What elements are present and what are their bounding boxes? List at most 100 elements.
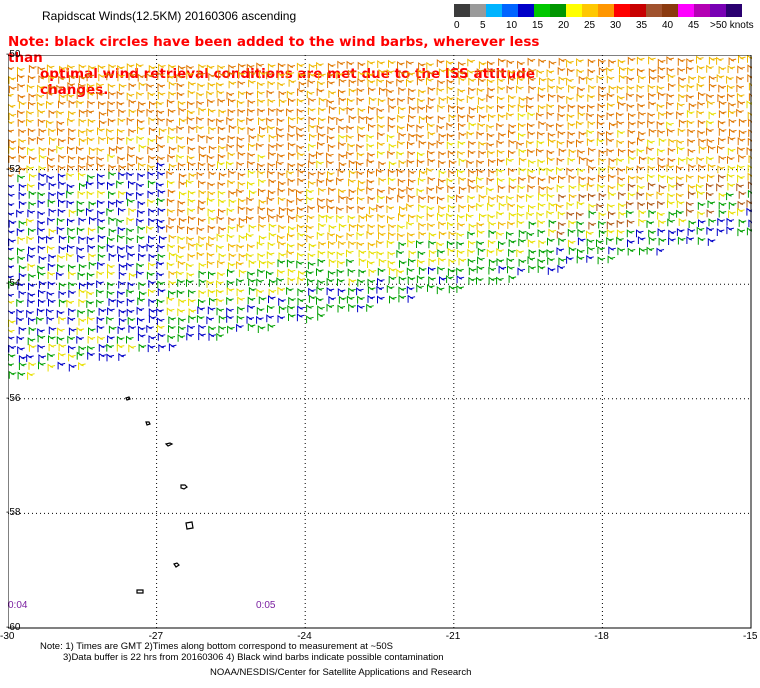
wind-barb [138,252,146,261]
wind-barb [367,278,376,287]
wind-barb [29,173,37,182]
wind-barb [148,116,157,125]
wind-barb [276,277,285,286]
wind-barb [737,65,745,74]
wind-barb [267,207,275,216]
wind-barb [686,65,694,74]
wind-barb [38,128,47,137]
wind-barb [336,117,344,125]
wind-barb [346,249,354,258]
wind-barb [366,303,374,312]
wind-barb [608,191,617,200]
wind-barb [586,129,595,138]
wind-barb [37,219,46,228]
wind-barb [598,192,607,201]
wind-barb [87,308,96,317]
wind-barb [596,75,605,84]
wind-barb [316,61,324,70]
wind-barb [697,201,706,210]
wind-barb [347,142,356,151]
wind-barb [278,224,286,233]
wind-barb [38,280,47,289]
wind-barb [436,286,445,295]
map-title: Rapidscat Winds(12.5KM) 20160306 ascendi… [42,9,297,23]
wind-barb [638,111,646,120]
x-tick-label: -30 [0,631,15,642]
wind-barb [186,116,195,125]
wind-barb [356,231,365,240]
wind-barb [367,294,376,303]
wind-barb [268,151,276,160]
wind-barb [368,268,377,277]
wind-barb [168,234,177,243]
wind-barb [326,135,335,143]
wind-barb [557,130,566,139]
wind-barb [326,277,335,286]
wind-barb [107,181,115,190]
wind-barb [598,85,606,94]
wind-barb [737,146,745,155]
island [185,521,194,530]
wind-barb [327,62,336,71]
wind-barb [8,173,14,178]
wind-barb [508,103,516,112]
wind-barb [357,304,365,313]
wind-barb [687,128,696,137]
wind-barb [128,82,137,91]
note-line-1: Note: black circles have been added to t… [8,34,540,66]
wind-barb [257,206,266,215]
wind-barb [338,78,347,87]
wind-barb [306,188,314,197]
wind-barb [518,176,526,185]
wind-barb [157,117,166,126]
wind-barb [277,171,286,180]
wind-barb [688,75,697,84]
wind-barb [668,237,676,245]
wind-barb [476,87,485,96]
wind-barb [626,219,635,228]
wind-barb [327,232,336,240]
wind-barb [106,207,115,216]
wind-barb [388,104,397,113]
wind-barb [356,97,365,106]
wind-barb [358,268,367,277]
wind-barb [607,184,616,193]
wind-barb [567,131,576,140]
wind-barb [107,108,115,117]
wind-barb [318,222,326,231]
wind-barb [566,139,575,148]
wind-barb [737,228,746,237]
wind-barb [138,81,147,90]
wind-barb [556,140,565,149]
wind-barb [306,196,314,205]
wind-barb [588,221,597,230]
wind-barb [566,59,574,68]
legend-swatch [566,4,582,17]
wind-barb [188,242,196,251]
wind-barb [206,154,215,163]
wind-barb [527,111,536,120]
wind-barb [567,121,576,130]
wind-barb [147,137,156,146]
wind-barb [237,205,246,214]
wind-barb [28,190,37,199]
wind-barb [496,149,505,158]
wind-barb [526,95,535,104]
wind-barb [148,335,157,343]
wind-barb [387,168,396,177]
wind-barb [686,109,695,118]
wind-barb [408,105,417,114]
wind-barb [308,242,317,251]
wind-barb [237,125,246,134]
wind-barb [407,71,416,79]
wind-barb [177,244,186,253]
wind-barb [186,64,194,73]
wind-barb [97,162,105,171]
wind-barb [656,120,665,129]
wind-barb [687,227,696,236]
wind-barb [86,207,94,216]
wind-barb [557,66,566,75]
wind-barb [68,327,77,336]
wind-barb [688,190,696,199]
wind-barb [606,67,614,76]
